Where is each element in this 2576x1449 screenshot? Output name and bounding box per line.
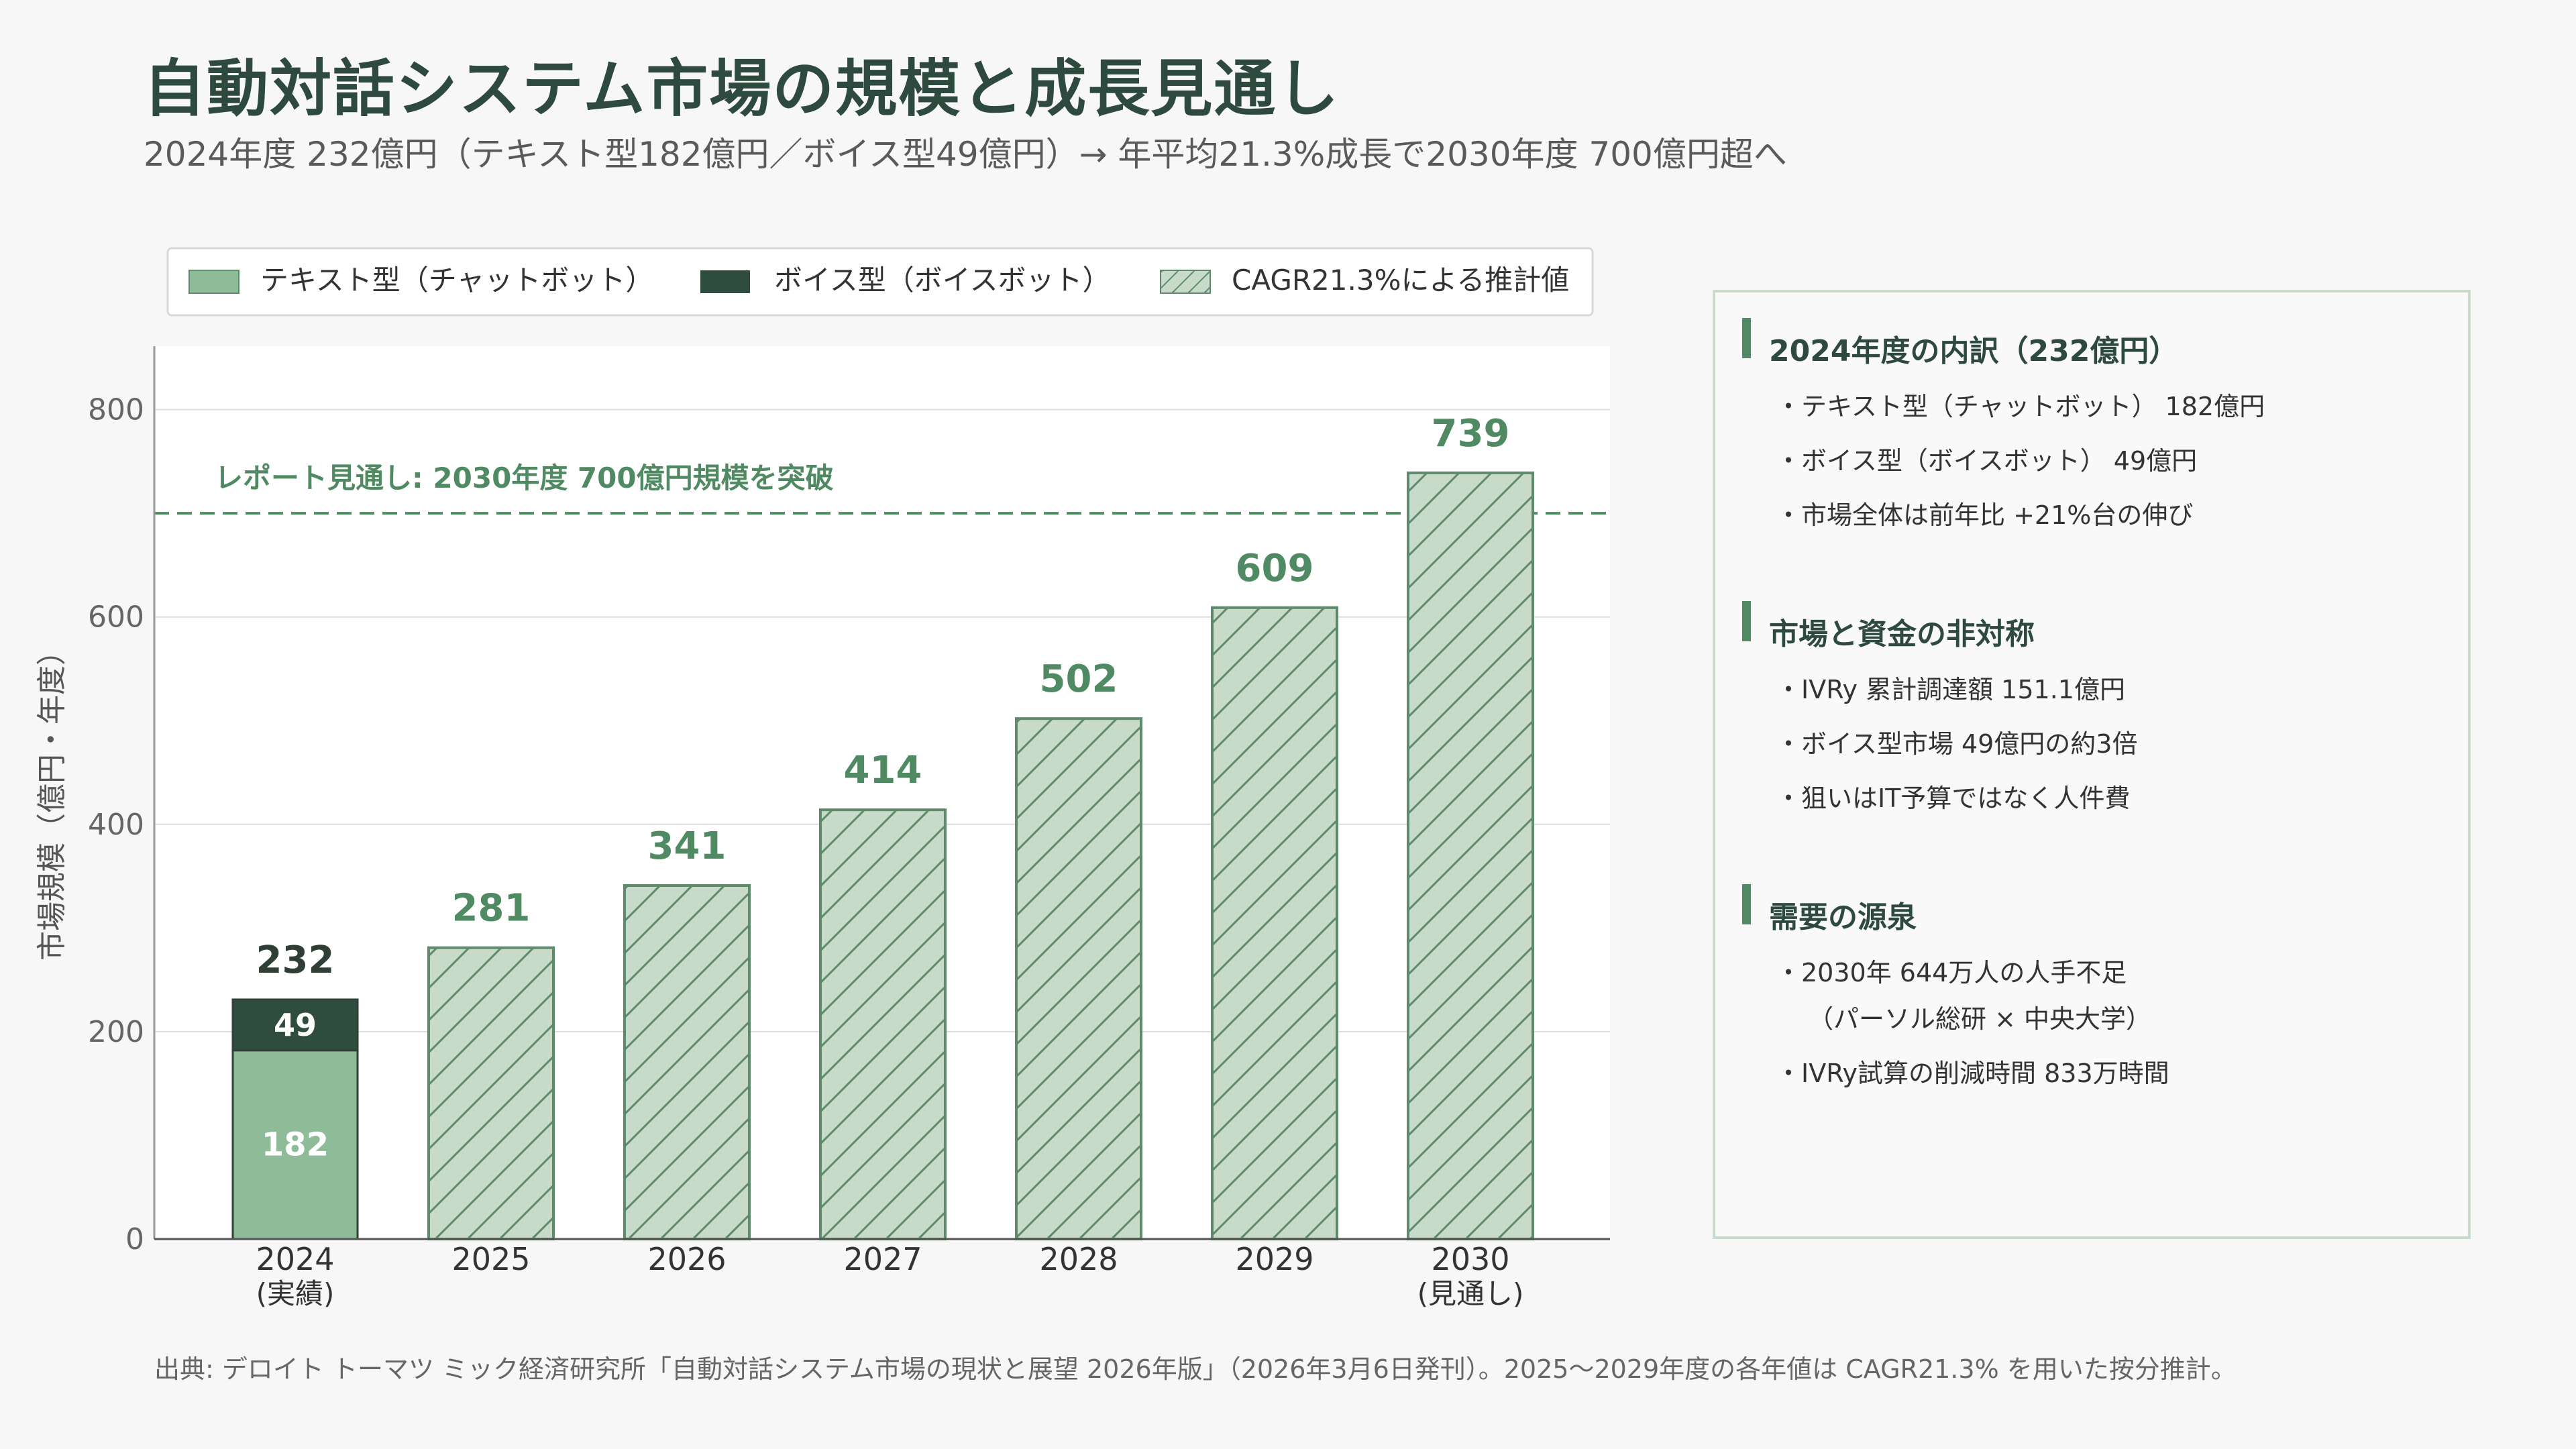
bar-estimate — [1015, 717, 1142, 1241]
accent-bar — [1742, 318, 1751, 358]
bars — [231, 471, 1534, 1241]
side-panel: 2024年度の内訳（232億円） ・テキスト型（チャットボット） 182億円 ・… — [1713, 290, 2471, 1239]
page-subtitle: 2024年度 232億円（テキスト型182億円／ボイス型49億円）→ 年平均21… — [144, 135, 1787, 174]
bar-estimate — [1211, 606, 1338, 1240]
x-tick-label: 2026 — [647, 1241, 726, 1277]
data-label-estimate: 502 — [1040, 657, 1118, 701]
y-tick-label: 800 — [88, 393, 144, 427]
x-tick-label: 2025 — [451, 1241, 530, 1277]
accent-bar — [1742, 884, 1751, 924]
market-size-chart: テキスト型（チャットボット） ボイス型（ボイスボット） CAGR21.3%による… — [35, 247, 1610, 1310]
panel-section-breakdown: 2024年度の内訳（232億円） ・テキスト型（チャットボット） 182億円 ・… — [1742, 318, 2441, 553]
bar-estimate — [819, 808, 947, 1240]
list-item: ・テキスト型（チャットボット） 182億円 — [1776, 392, 2265, 421]
y-tick-label: 200 — [88, 1015, 144, 1049]
legend-swatch-text-type — [189, 270, 239, 294]
data-label-estimate: 281 — [452, 887, 531, 930]
legend-swatch-voice-type — [700, 270, 750, 293]
bar-estimate — [427, 946, 555, 1240]
chart-legend: テキスト型（チャットボット） ボイス型（ボイスボット） CAGR21.3%による… — [166, 247, 1594, 317]
bar-voice-type — [231, 998, 359, 1052]
section-heading: 市場と資金の非対称 — [1742, 601, 2441, 655]
x-tick-label: 2030 — [1431, 1241, 1509, 1277]
x-tick-label: (見通し) — [1417, 1277, 1524, 1310]
list-item-note: （パーソル総研 × 中央大学） — [1808, 1004, 2151, 1034]
y-tick-label: 0 — [125, 1222, 144, 1256]
panel-section-demand: 需要の源泉 ・2030年 644万人の人手不足 （パーソル総研 × 中央大学） … — [1742, 884, 2441, 1112]
x-tick-labels: 2024(実績) 2025 2026 2027 2028 2029 2030(見通し) — [256, 1241, 1523, 1310]
x-tick-label: 2028 — [1039, 1241, 1118, 1277]
panel-section-asymmetry: 市場と資金の非対称 ・IVRy 累計調達額 151.1億円 ・ボイス型市場 49… — [1742, 601, 2441, 837]
legend-label-estimate: CAGR21.3%による推計値 — [1232, 264, 1569, 297]
page-title: 自動対話システム市場の規模と成長見通し — [144, 53, 1340, 125]
section-heading: 需要の源泉 — [1742, 884, 2441, 938]
list-item: ・2030年 644万人の人手不足 — [1776, 958, 2127, 987]
legend-label-voice-type: ボイス型（ボイスボット） — [774, 264, 1110, 297]
data-label-estimate: 739 — [1432, 412, 1510, 455]
data-label-total: 232 — [256, 938, 335, 982]
legend-label-text-type: テキスト型（チャットボット） — [260, 264, 653, 297]
section-heading-text: 需要の源泉 — [1769, 900, 1917, 934]
x-tick-label: (実績) — [256, 1277, 335, 1310]
list-item: ・狙いはIT予算ではなく人件費 — [1776, 784, 2131, 813]
data-label-estimate: 414 — [844, 749, 922, 792]
bar-estimate — [1407, 471, 1534, 1240]
list-item: ・IVRy試算の削減時間 833万時間 — [1776, 1059, 2169, 1088]
y-tick-label: 400 — [88, 808, 144, 842]
list-item: ・IVRy 累計調達額 151.1億円 — [1776, 675, 2125, 704]
accent-bar — [1742, 601, 1751, 641]
section-heading: 2024年度の内訳（232億円） — [1742, 318, 2441, 372]
y-tick-labels: 0 200 400 600 800 — [88, 393, 144, 1256]
bar-estimate — [623, 883, 751, 1240]
x-tick-label: 2027 — [843, 1241, 922, 1277]
reference-line-label: レポート見通し: 2030年度 700億円規模を突破 — [215, 462, 834, 494]
list-item: ・ボイス型（ボイスボット） 49億円 — [1776, 446, 2198, 476]
data-label-text-type: 182 — [262, 1126, 329, 1163]
section-heading-text: 市場と資金の非対称 — [1769, 617, 2035, 651]
data-label-estimate: 341 — [648, 824, 727, 868]
y-tick-label: 600 — [88, 600, 144, 635]
y-axis-label: 市場規模（億円・年度） — [35, 636, 69, 961]
data-label-estimate: 609 — [1236, 547, 1314, 590]
data-label-voice-type: 49 — [274, 1007, 317, 1043]
source-footnote: 出典: デロイト トーマツ ミック経済研究所「自動対話システム市場の現状と展望 … — [154, 1354, 2237, 1384]
x-tick-label: 2029 — [1235, 1241, 1313, 1277]
bar-text-type — [231, 1049, 359, 1240]
reference-line-group: レポート見通し: 2030年度 700億円規模を突破 — [154, 462, 1610, 515]
x-tick-label: 2024 — [256, 1241, 334, 1277]
data-labels: 182 49 232 281 341 414 502 609 739 — [256, 412, 1510, 1163]
section-heading-text: 2024年度の内訳（232億円） — [1769, 334, 2179, 368]
list-item: ・市場全体は前年比 +21%台の伸び — [1776, 500, 2194, 530]
list-item: ・ボイス型市場 49億円の約3倍 — [1776, 729, 2138, 759]
legend-swatch-estimate — [1160, 270, 1211, 294]
